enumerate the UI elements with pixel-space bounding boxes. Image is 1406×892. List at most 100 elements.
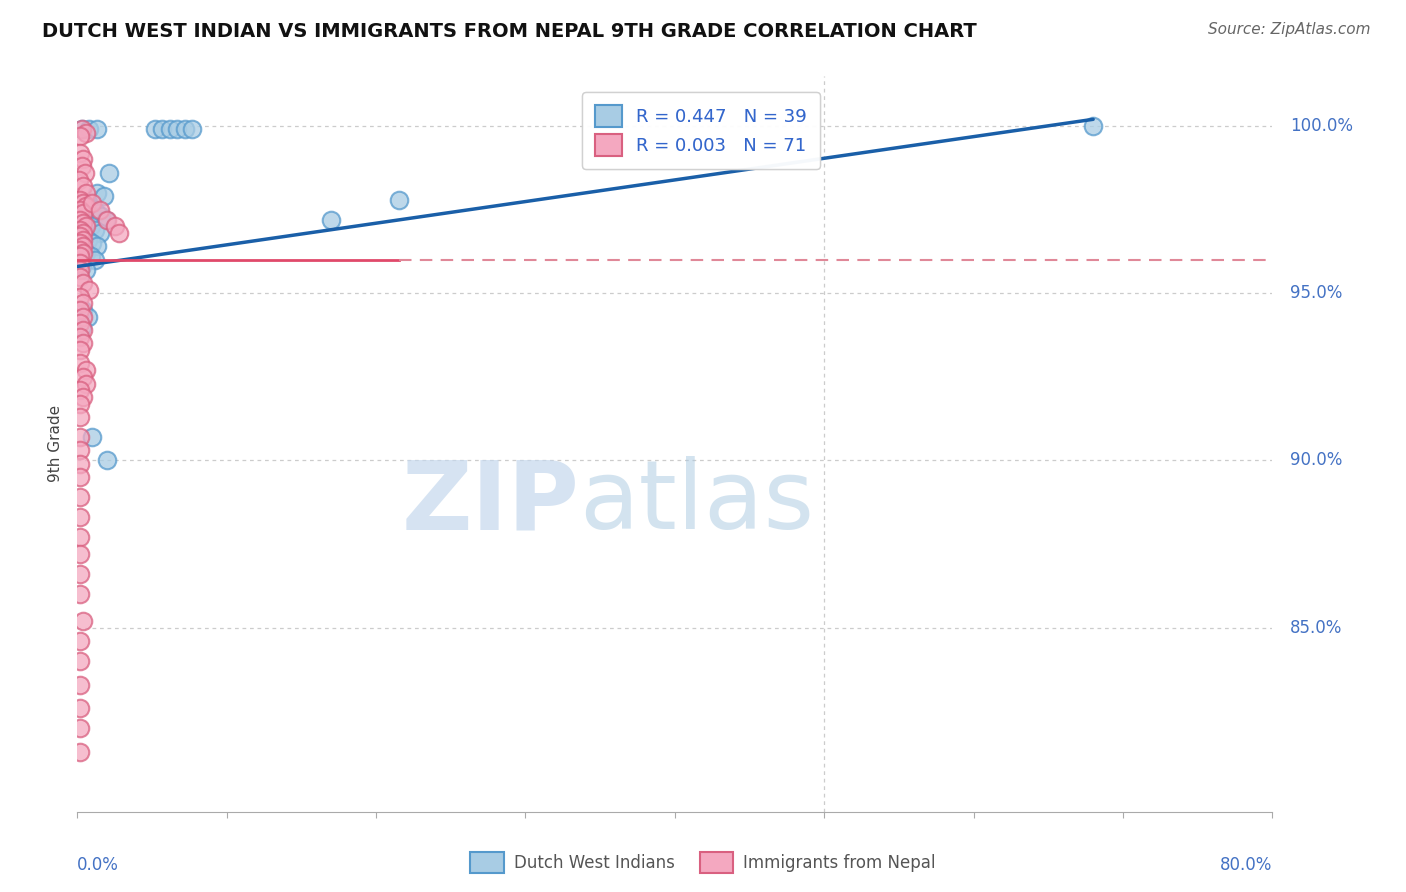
Point <box>94 212 117 227</box>
Point <box>72 323 94 337</box>
Point <box>69 587 91 601</box>
Point <box>76 199 98 213</box>
Text: atlas: atlas <box>579 456 814 549</box>
Point <box>76 233 98 247</box>
Point <box>72 296 94 310</box>
Point <box>70 260 93 274</box>
Point <box>69 236 91 251</box>
Point <box>72 195 94 210</box>
Point <box>72 239 94 253</box>
Point <box>75 186 97 200</box>
Point <box>108 226 131 240</box>
Point <box>72 226 94 240</box>
Point <box>69 269 91 284</box>
Point <box>1083 119 1105 133</box>
Text: 80.0%: 80.0% <box>1220 856 1272 874</box>
Point <box>76 310 98 324</box>
Text: 90.0%: 90.0% <box>1291 451 1343 469</box>
Point <box>72 206 94 220</box>
Point <box>89 202 111 217</box>
Point <box>96 453 118 467</box>
Point <box>84 223 107 237</box>
Point <box>69 721 91 735</box>
Point <box>69 330 91 344</box>
Point <box>69 212 91 227</box>
Point <box>69 457 91 471</box>
Point <box>97 166 120 180</box>
Text: 0.0%: 0.0% <box>77 856 120 874</box>
Point <box>93 189 115 203</box>
Point <box>69 243 91 257</box>
Point <box>82 195 104 210</box>
Point <box>70 243 93 257</box>
Point <box>152 122 174 136</box>
Point <box>69 490 91 504</box>
Point <box>72 229 94 244</box>
Point <box>72 277 94 291</box>
Point <box>79 283 101 297</box>
Point <box>104 219 127 234</box>
Point <box>69 193 91 207</box>
Point <box>143 122 166 136</box>
Point <box>72 390 94 404</box>
Point <box>89 226 111 240</box>
Point <box>69 745 91 759</box>
Point <box>82 430 104 444</box>
Point <box>72 369 94 384</box>
Point <box>69 356 91 370</box>
Point <box>69 256 91 270</box>
Point <box>75 246 97 260</box>
Point <box>69 128 91 143</box>
Point <box>69 547 91 561</box>
Point <box>387 193 409 207</box>
Text: ZIP: ZIP <box>401 456 579 549</box>
Text: Source: ZipAtlas.com: Source: ZipAtlas.com <box>1208 22 1371 37</box>
Point <box>72 246 94 260</box>
Point <box>75 219 97 234</box>
Point <box>69 384 91 398</box>
Point <box>72 216 94 230</box>
Point <box>86 206 108 220</box>
Point <box>159 122 181 136</box>
Point <box>75 199 97 213</box>
Point <box>69 634 91 648</box>
Point <box>69 397 91 411</box>
Point <box>69 262 91 277</box>
Point <box>69 223 91 237</box>
Point <box>69 303 91 318</box>
Point <box>79 122 101 136</box>
Point <box>69 678 91 692</box>
Point <box>72 614 94 628</box>
Point <box>73 166 96 180</box>
Point <box>69 145 91 160</box>
Point <box>69 430 91 444</box>
Point <box>80 219 103 234</box>
Point <box>82 236 104 251</box>
Text: DUTCH WEST INDIAN VS IMMIGRANTS FROM NEPAL 9TH GRADE CORRELATION CHART: DUTCH WEST INDIAN VS IMMIGRANTS FROM NEP… <box>42 22 977 41</box>
Point <box>72 233 94 247</box>
Point <box>75 376 97 391</box>
Point <box>96 212 118 227</box>
Point <box>82 202 104 217</box>
Point <box>181 122 204 136</box>
Text: 100.0%: 100.0% <box>1291 117 1354 135</box>
Point <box>75 262 97 277</box>
Point <box>321 212 343 227</box>
Point <box>69 567 91 582</box>
Point <box>86 122 108 136</box>
Point <box>72 153 94 167</box>
Point <box>75 363 97 377</box>
Point <box>72 303 94 318</box>
Point <box>75 126 97 140</box>
Point <box>69 701 91 715</box>
Point <box>69 317 91 331</box>
Point <box>67 172 90 186</box>
Point <box>166 122 188 136</box>
Point <box>70 122 93 136</box>
Text: 95.0%: 95.0% <box>1291 285 1343 302</box>
Text: 85.0%: 85.0% <box>1291 619 1343 637</box>
Y-axis label: 9th Grade: 9th Grade <box>48 405 63 483</box>
Point <box>174 122 197 136</box>
Point <box>80 250 103 264</box>
Legend: Dutch West Indians, Immigrants from Nepal: Dutch West Indians, Immigrants from Nepa… <box>464 846 942 880</box>
